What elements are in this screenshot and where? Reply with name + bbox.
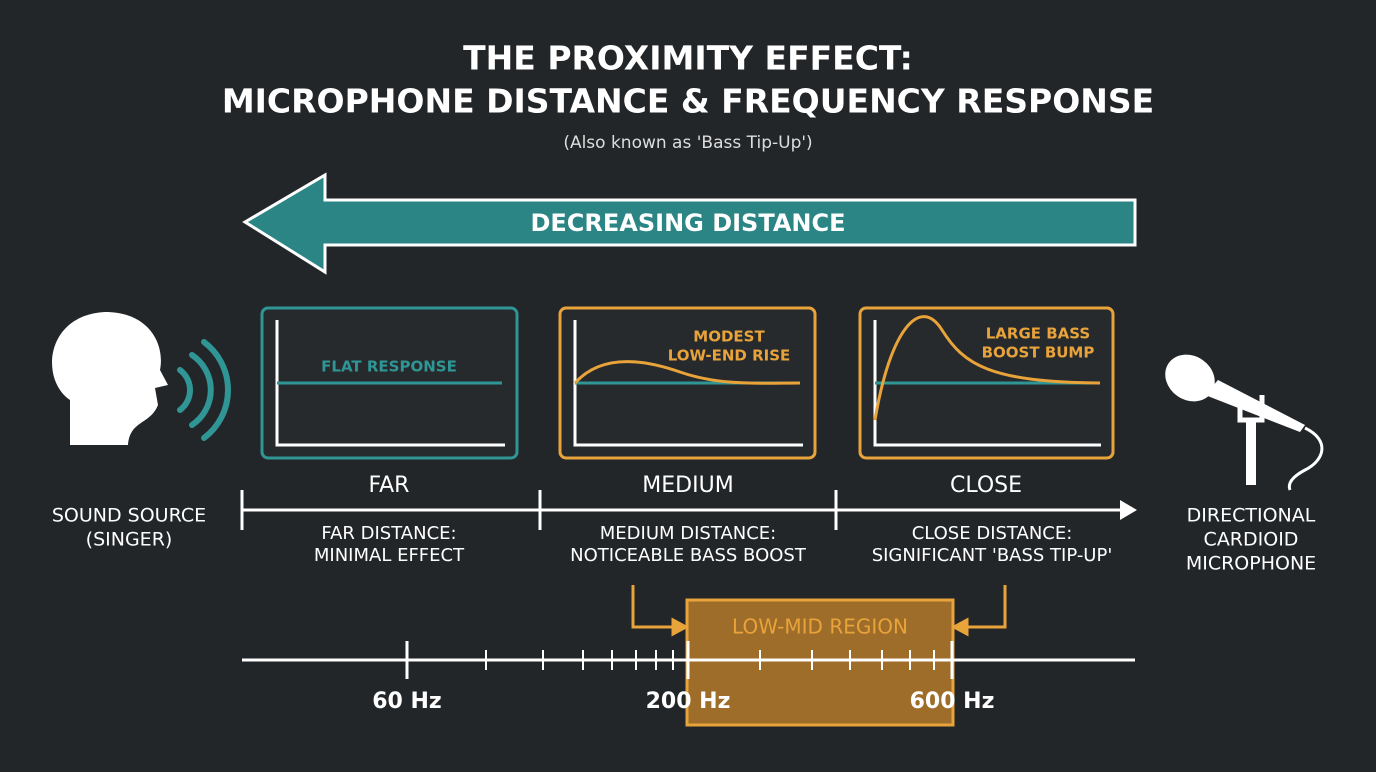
head-icon: [52, 312, 169, 445]
subtitle: (Also known as 'Bass Tip-Up'): [563, 133, 812, 153]
distance-axis: [240, 490, 1137, 530]
graph-label: LOW-END RISE: [668, 347, 791, 365]
region-label: LOW-MID REGION: [732, 615, 908, 639]
microphone-label: MICROPHONE: [1186, 553, 1316, 575]
panel-close: [858, 306, 1115, 460]
graph-label: MODEST: [693, 328, 765, 346]
stage-label: CLOSE: [950, 473, 1022, 498]
stage-label: MEDIUM: [642, 473, 733, 498]
frequency-label: 600 Hz: [910, 689, 995, 714]
description: FAR DISTANCE:: [321, 523, 456, 544]
sound-waves: [177, 339, 231, 441]
description: CLOSE DISTANCE:: [912, 523, 1073, 544]
source-label: SOUND SOURCE: [52, 505, 206, 527]
microphone-label: CARDIOID: [1204, 529, 1299, 551]
graph-label: LARGE BASS: [986, 325, 1090, 343]
frequency-label: 60 Hz: [372, 689, 442, 714]
microphone-label: DIRECTIONAL: [1187, 505, 1316, 527]
panel-far: [260, 306, 519, 460]
graph-label: BOOST BUMP: [982, 344, 1095, 362]
source-label: (SINGER): [86, 529, 173, 551]
stage-label: FAR: [369, 473, 410, 498]
panel-medium: [558, 306, 817, 460]
region-connectors: [631, 585, 1007, 637]
distance-arrow: [242, 172, 1137, 275]
graph-label: FLAT RESPONSE: [321, 358, 457, 376]
description: NOTICEABLE BASS BOOST: [570, 545, 807, 566]
frequency-axis: [242, 641, 1135, 679]
description: MEDIUM DISTANCE:: [600, 523, 776, 544]
title: THE PROXIMITY EFFECT:: [463, 39, 913, 78]
title: MICROPHONE DISTANCE & FREQUENCY RESPONSE: [222, 82, 1154, 121]
description: MINIMAL EFFECT: [314, 545, 465, 566]
low-mid-region: [685, 598, 955, 727]
arrow-label: DECREASING DISTANCE: [530, 209, 845, 237]
frequency-label: 200 Hz: [646, 689, 731, 714]
description: SIGNIFICANT 'BASS TIP-UP': [872, 545, 1113, 566]
microphone-icon: [1165, 354, 1324, 491]
